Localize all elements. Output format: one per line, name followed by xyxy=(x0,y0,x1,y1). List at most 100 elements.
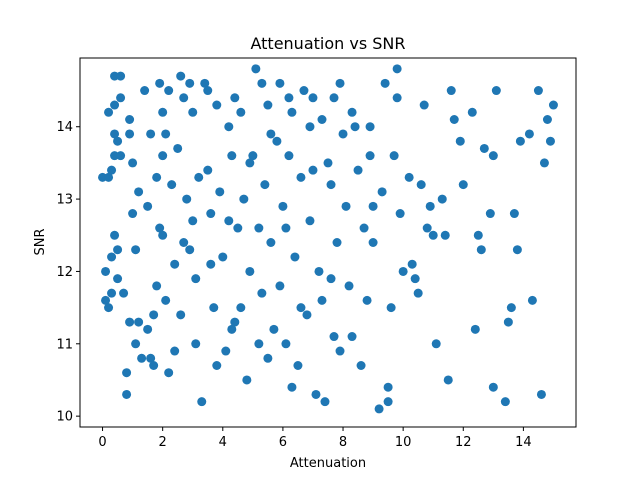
data-point xyxy=(305,216,314,225)
data-point xyxy=(507,303,516,312)
data-point xyxy=(134,187,143,196)
data-point xyxy=(131,245,140,254)
data-point xyxy=(411,274,420,283)
y-axis-label: SNR xyxy=(33,228,48,255)
data-point xyxy=(140,86,149,95)
y-axis-ticks: 1011121314 xyxy=(56,120,80,424)
data-point xyxy=(305,122,314,131)
data-point xyxy=(327,274,336,283)
data-point xyxy=(122,368,131,377)
data-point xyxy=(299,86,308,95)
data-point xyxy=(227,325,236,334)
data-point xyxy=(203,86,212,95)
data-point xyxy=(516,137,525,146)
x-tick-label: 12 xyxy=(455,435,472,450)
data-point xyxy=(423,224,432,233)
data-point xyxy=(480,144,489,153)
data-point xyxy=(311,390,320,399)
data-point xyxy=(405,173,414,182)
data-point xyxy=(471,325,480,334)
data-point xyxy=(230,93,239,102)
data-point xyxy=(420,101,429,110)
data-point xyxy=(432,339,441,348)
data-point xyxy=(110,101,119,110)
y-tick-label: 13 xyxy=(56,193,73,208)
data-point xyxy=(447,86,456,95)
data-point xyxy=(239,195,248,204)
data-point xyxy=(336,347,345,356)
data-point xyxy=(384,397,393,406)
data-point xyxy=(224,122,233,131)
data-point xyxy=(272,137,281,146)
data-point xyxy=(149,310,158,319)
data-point xyxy=(125,129,134,138)
data-point xyxy=(221,347,230,356)
data-point xyxy=(384,383,393,392)
data-point xyxy=(330,93,339,102)
data-point xyxy=(417,180,426,189)
data-point xyxy=(107,252,116,261)
data-point xyxy=(357,361,366,370)
data-point xyxy=(549,101,558,110)
data-point xyxy=(266,129,275,138)
y-tick-label: 12 xyxy=(56,265,73,280)
data-point xyxy=(354,166,363,175)
data-point xyxy=(122,390,131,399)
data-point xyxy=(263,354,272,363)
data-point xyxy=(128,209,137,218)
data-point xyxy=(330,332,339,341)
data-point xyxy=(206,260,215,269)
data-point xyxy=(477,245,486,254)
x-tick-label: 6 xyxy=(279,435,287,450)
x-tick-label: 10 xyxy=(395,435,412,450)
data-point xyxy=(131,339,140,348)
data-point xyxy=(263,101,272,110)
data-point xyxy=(116,72,125,81)
data-point xyxy=(119,289,128,298)
data-point xyxy=(296,303,305,312)
y-tick-label: 11 xyxy=(56,337,73,352)
data-point xyxy=(540,158,549,167)
data-point xyxy=(104,303,113,312)
data-point xyxy=(224,216,233,225)
data-point xyxy=(366,151,375,160)
chart-title: Attenuation vs SNR xyxy=(250,34,405,53)
data-point xyxy=(179,238,188,247)
data-point xyxy=(308,93,317,102)
data-point xyxy=(543,115,552,124)
data-point xyxy=(351,122,360,131)
data-point xyxy=(203,166,212,175)
data-point xyxy=(113,245,122,254)
data-point xyxy=(152,281,161,290)
data-point xyxy=(257,289,266,298)
data-point xyxy=(290,252,299,261)
data-point xyxy=(429,231,438,240)
data-point xyxy=(278,202,287,211)
data-point xyxy=(116,151,125,160)
data-point xyxy=(170,260,179,269)
data-point xyxy=(501,397,510,406)
data-point xyxy=(251,64,260,73)
data-point xyxy=(212,361,221,370)
data-point xyxy=(324,158,333,167)
data-point xyxy=(474,231,483,240)
data-point xyxy=(308,166,317,175)
data-point xyxy=(317,296,326,305)
data-point xyxy=(179,93,188,102)
data-point xyxy=(327,180,336,189)
data-point xyxy=(245,158,254,167)
data-point xyxy=(369,202,378,211)
data-point xyxy=(185,245,194,254)
data-point xyxy=(489,151,498,160)
data-point xyxy=(275,79,284,88)
data-point xyxy=(378,187,387,196)
data-point xyxy=(149,361,158,370)
data-point xyxy=(164,86,173,95)
plot-frame xyxy=(80,58,576,427)
data-point xyxy=(320,397,329,406)
data-point xyxy=(254,224,263,233)
data-point xyxy=(287,383,296,392)
data-point xyxy=(116,93,125,102)
data-point xyxy=(489,383,498,392)
data-point xyxy=(342,202,351,211)
